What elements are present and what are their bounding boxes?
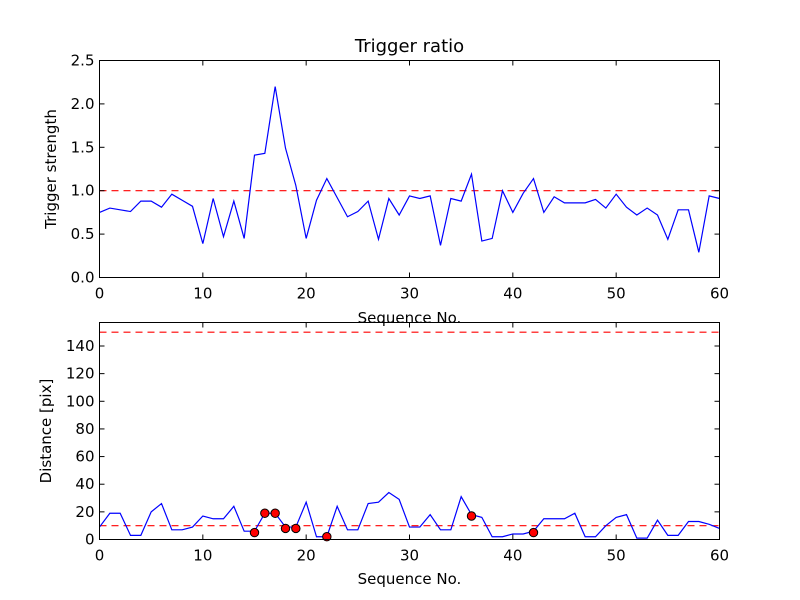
x-tick-label: 30 (400, 285, 419, 303)
x-tick-label: 0 (95, 547, 105, 565)
y-tick-label: 20 (75, 503, 94, 521)
x-tick-label: 20 (297, 547, 316, 565)
y-axis-ticks: 0 20 40 60 80 100 120 140 (66, 337, 720, 549)
x-tick-label: 10 (193, 547, 212, 565)
y-tick-label: 140 (66, 337, 95, 355)
y-tick-label: 40 (75, 475, 94, 493)
x-axis-ticks: 0 10 20 30 40 50 60 (95, 60, 729, 303)
y-tick-label: 60 (75, 448, 94, 466)
chart-title: Trigger ratio (354, 36, 464, 57)
x-tick-label: 40 (503, 285, 522, 303)
y-tick-label: 100 (66, 392, 95, 410)
x-tick-label: 50 (607, 285, 626, 303)
y-tick-label: 0 (85, 531, 95, 549)
trigger-point (322, 532, 332, 542)
y-axis-ticks: 0.0 0.5 1.0 1.5 2.0 2.5 (71, 52, 720, 287)
x-axis-label: Sequence No. (358, 570, 462, 588)
trigger-point (249, 527, 260, 538)
series-lines (99, 491, 720, 539)
x-tick-label: 10 (193, 285, 212, 303)
x-tick-label: 50 (607, 547, 626, 565)
y-tick-label: 1.0 (71, 182, 95, 200)
y-tick-label: 0.0 (71, 269, 95, 287)
y-tick-label: 1.5 (71, 138, 95, 156)
y-axis-label: Distance [pix] (37, 379, 55, 484)
x-tick-label: 0 (95, 285, 105, 303)
trigger-point (260, 508, 270, 518)
trigger-markers (249, 508, 539, 542)
y-tick-label: 0.5 (71, 225, 95, 243)
x-tick-label: 40 (503, 547, 522, 565)
series-lines (99, 86, 720, 253)
distance-chart: 0 10 20 30 40 50 60 0 20 40 60 80 100 120 140 Sequenc… (37, 322, 729, 588)
plot-area-frame (99, 322, 720, 540)
x-axis-ticks: 0 10 20 30 40 50 60 (95, 322, 729, 565)
y-tick-label: 120 (66, 365, 95, 383)
threshold-lines (99, 331, 720, 527)
x-tick-label: 60 (710, 285, 729, 303)
x-tick-label: 20 (297, 285, 316, 303)
trigger-point (291, 523, 301, 534)
trigger-point (528, 527, 539, 538)
trigger-point (280, 523, 291, 534)
trigger-point (270, 508, 280, 518)
y-tick-label: 2.5 (71, 52, 95, 70)
y-axis-label: Trigger strength (42, 109, 60, 230)
trigger-ratio-chart: Trigger ratio 0 10 20 30 40 50 60 0.0 0.5 1.0 1.5… (42, 36, 729, 327)
x-tick-label: 60 (710, 547, 729, 565)
series-line (99, 491, 720, 539)
trigger-point (466, 511, 477, 521)
x-tick-label: 30 (400, 547, 419, 565)
y-tick-label: 80 (75, 420, 94, 438)
series-line (99, 86, 720, 253)
plot-area-frame (99, 60, 720, 278)
y-tick-label: 2.0 (71, 95, 95, 113)
